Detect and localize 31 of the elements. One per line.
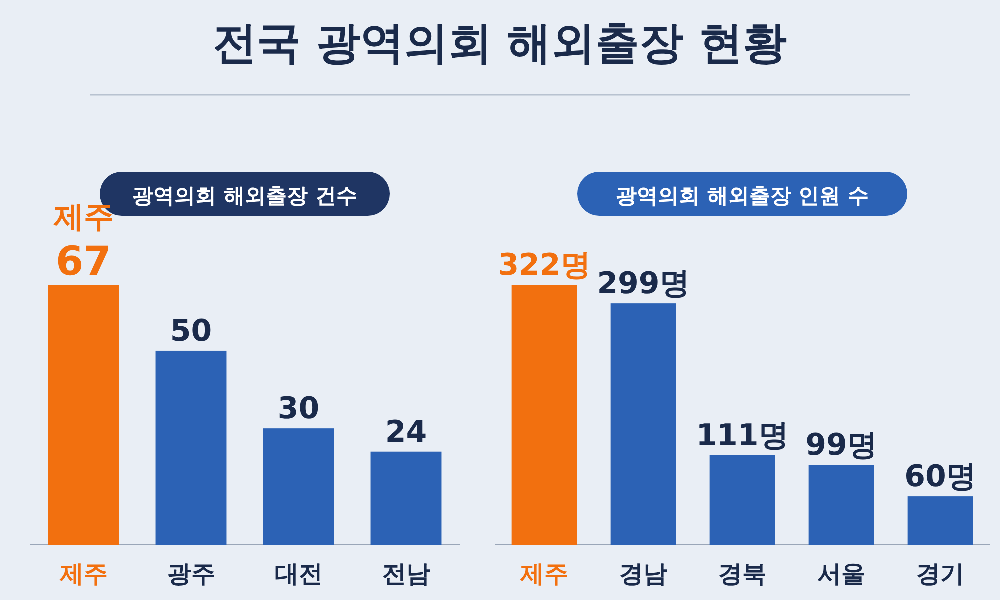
bar xyxy=(263,428,334,545)
x-tick-label: 경남 xyxy=(620,560,668,588)
text: 전국 광역의회 해외출장 현황 xyxy=(213,18,787,69)
data-label: 67 xyxy=(56,239,112,285)
annotation: 제주 xyxy=(52,200,114,235)
bar xyxy=(512,285,578,545)
x-tick-label: 경기 xyxy=(916,560,964,588)
data-label: 99명 xyxy=(806,428,878,464)
chart-title: 광역의회 해외출장 건수 xyxy=(132,184,358,208)
data-label: 322명 xyxy=(498,248,591,283)
data-label: 50 xyxy=(170,314,212,349)
data-label: 24 xyxy=(385,414,428,450)
bar xyxy=(48,285,120,545)
bar xyxy=(610,304,676,545)
x-tick-label: 제주 xyxy=(520,560,568,588)
data-label: 299명 xyxy=(597,266,690,302)
bar xyxy=(156,350,227,545)
x-tick-label: 전남 xyxy=(382,560,430,588)
bar xyxy=(808,465,874,545)
x-tick-label: 광주 xyxy=(167,560,216,588)
bar xyxy=(370,452,442,545)
x-tick-label: 제주 xyxy=(58,560,108,588)
x-tick-label: 서울 xyxy=(818,560,866,588)
bar xyxy=(710,455,776,545)
x-tick-label: 경북 xyxy=(718,560,766,588)
x-tick-label: 대전 xyxy=(274,560,323,588)
data-label: 30 xyxy=(278,392,320,427)
data-label: 60명 xyxy=(904,460,976,495)
chart-title: 광역의회 해외출장 인원 수 xyxy=(616,184,869,208)
bar xyxy=(908,496,974,545)
data-label: 111명 xyxy=(696,418,789,454)
